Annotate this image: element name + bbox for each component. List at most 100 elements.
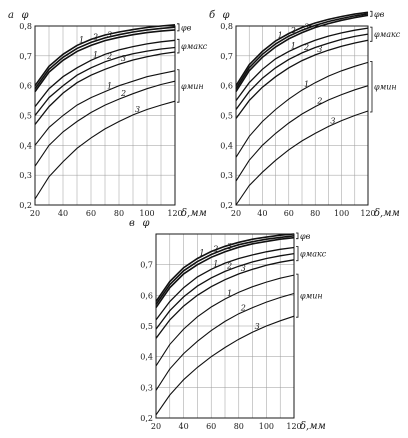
y-tick-label: 0,4 [140,353,153,362]
series-line-phi-max-2 [155,252,295,330]
curve-number-label: 1 [227,289,232,298]
y-tick-label: 0,2 [19,201,32,210]
curve-number-label: 3 [255,322,260,331]
curve-number-label: 1 [213,259,218,268]
y-axis-label: φ [142,218,149,229]
y-tick-label: 0,2 [140,414,153,423]
x-tick-label: 80 [114,209,124,218]
group-label: φмин [181,82,204,91]
series-line-phi-min-2 [34,80,176,167]
series-line-phi-min-3 [235,110,369,206]
group-bracket [177,69,180,103]
group-bracket [296,246,299,262]
series-line-phi-v-2 [34,26,176,90]
group-label: φв [181,23,192,32]
x-tick-label: 100 [139,209,154,218]
series-line-phi-min-3 [155,315,295,416]
y-axis-label: φ [222,10,229,21]
x-tick-label: 100 [334,209,349,218]
y-axis-label: φ [21,10,28,21]
curve-number-label: 2 [316,97,322,106]
x-tick-label: 60 [284,209,294,218]
y-tick-label: 0,8 [220,22,233,31]
series-line-phi-max-3 [235,39,369,119]
curve-number-label: 3 [227,242,232,251]
x-axis-label: δ,мм [300,421,326,432]
panel-label: в [129,218,135,229]
group-label: φмакс [181,42,208,51]
curve-group-phi-min: 123 φмин [155,273,323,416]
x-tick-label: 20 [30,209,40,218]
x-tick-label: 40 [257,209,267,218]
series-line-phi-min-3 [34,100,176,200]
group-label: φмин [300,292,323,301]
curve-number-label: 3 [330,117,335,126]
curve-number-label: 1 [199,249,204,258]
curve-number-label: 3 [317,45,322,54]
curve-number-label: 3 [304,23,309,32]
series-line-phi-v-1 [34,24,176,87]
x-tick-label: 20 [231,209,241,218]
group-label: φв [374,10,385,19]
series-line-phi-min-1 [34,70,176,146]
series-line-phi-max-1 [235,27,369,101]
y-tick-label: 0,6 [220,82,233,91]
x-axis-label: δ,мм [374,208,400,219]
series-line-phi-v-2 [155,235,295,305]
plot-frame [155,233,295,419]
x-tick-label: 100 [259,422,274,431]
series-line-phi-v-3 [155,236,295,309]
y-tick-label: 0,7 [140,261,153,270]
x-tick-label: 80 [310,209,320,218]
curve-number-label: 2 [120,89,126,98]
curve-number-label: 2 [212,245,218,254]
x-tick-label: 40 [179,422,189,431]
x-tick-label: 40 [58,209,68,218]
series-line-phi-max-2 [235,33,369,110]
panel-label: б [209,10,216,21]
series-line-phi-max-1 [155,246,295,321]
group-bracket [296,273,299,318]
curve-number-label: 2 [240,304,246,313]
panel-label: а [8,10,14,21]
y-tick-label: 0,4 [220,141,233,150]
curve-number-label: 3 [135,105,140,114]
group-bracket [296,232,299,240]
y-tick-label: 0,6 [19,82,32,91]
series-line-phi-v-1 [155,233,295,302]
x-tick-label: 120 [286,422,301,431]
series-line-phi-min-1 [235,61,369,158]
group-label: φмин [374,83,397,92]
x-tick-label: 80 [234,422,244,431]
x-tick-label: 60 [86,209,96,218]
series-line-phi-v-1 [235,11,369,87]
group-label: φмакс [374,30,401,39]
y-tick-label: 0,5 [140,322,153,331]
series-line-phi-max-3 [155,259,295,339]
group-bracket [370,60,373,113]
curve-group-phi-min: 123 φмин [34,69,204,200]
group-label: φв [300,232,311,241]
x-axis-label: δ,мм [181,208,207,219]
group-bracket [370,26,373,42]
group-label: φмакс [300,250,327,259]
series-line-phi-max-1 [34,39,176,108]
series-line-phi-v-2 [235,13,369,90]
y-tick-label: 0,3 [19,171,32,180]
curve-number-label: 3 [121,54,126,63]
y-tick-label: 0,5 [19,112,32,121]
y-tick-label: 0,7 [220,52,233,61]
y-tick-label: 0,7 [19,52,32,61]
x-tick-label: 120 [360,209,375,218]
y-tick-label: 0,4 [19,141,32,150]
curve-number-label: 1 [93,50,98,59]
y-tick-label: 0,6 [140,291,153,300]
group-bracket [177,23,180,32]
